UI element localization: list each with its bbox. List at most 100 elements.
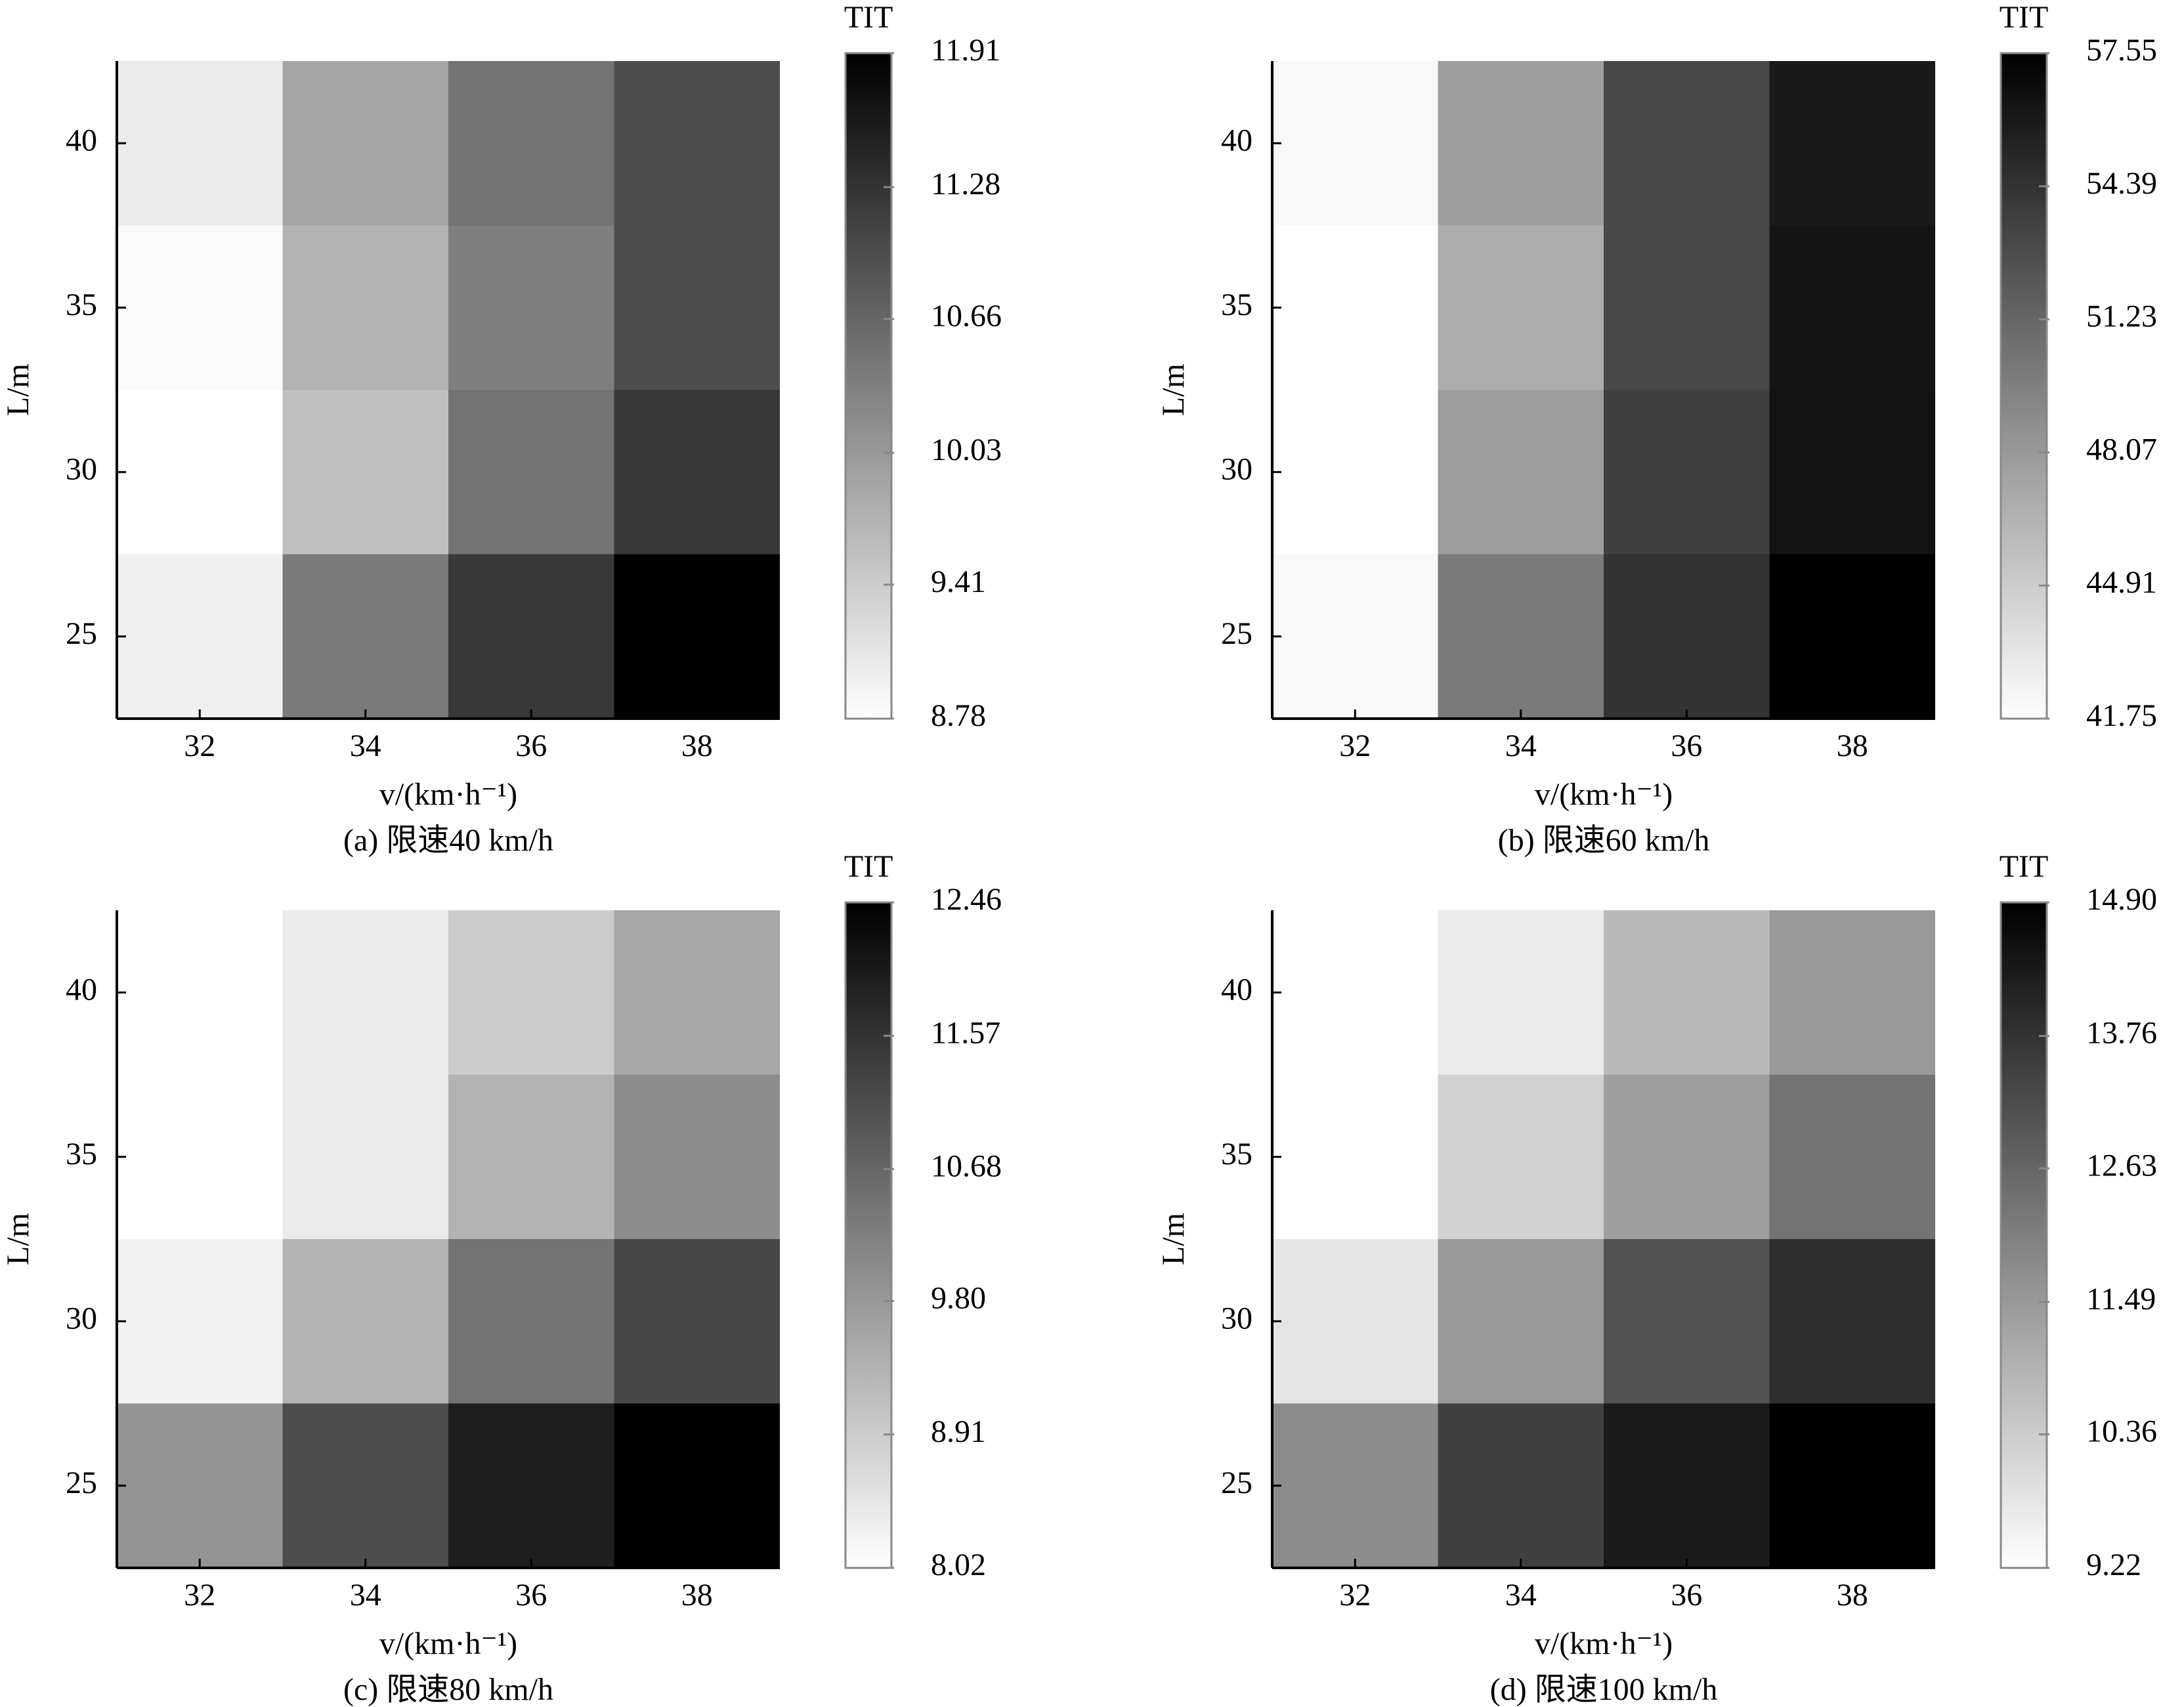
x-tick-label: 32 [184, 1578, 215, 1612]
y-tick-label: 40 [1221, 123, 1253, 158]
heat-cell [1769, 390, 1935, 555]
heat-cell [614, 1239, 780, 1404]
heat-cell [614, 61, 780, 226]
heat-cell [117, 1403, 283, 1568]
x-tick-label: 38 [1837, 1578, 1868, 1612]
x-tick-label: 34 [350, 1578, 381, 1612]
heat-cell [1438, 1239, 1604, 1404]
colorbar-title: TIT [2000, 849, 2049, 884]
colorbar-tick-label: 8.02 [931, 1548, 986, 1582]
heat-cell [117, 225, 283, 390]
heat-cell [282, 554, 448, 719]
heat-cell [282, 910, 448, 1075]
heat-cell [117, 1239, 283, 1404]
x-tick-label: 32 [184, 728, 215, 763]
y-axis-label: L/m [1, 364, 35, 416]
colorbar [2000, 52, 2048, 720]
heat-cell [1604, 1403, 1770, 1568]
heat-cell [117, 554, 283, 719]
y-tick-label: 35 [66, 1137, 97, 1171]
colorbar-tick-label: 10.03 [931, 432, 1002, 467]
x-tick-label: 36 [1671, 728, 1702, 763]
colorbar-tick-label: 10.36 [2086, 1414, 2157, 1449]
y-tick-label: 30 [66, 452, 97, 486]
colorbar-tick-label: 14.90 [2086, 882, 2157, 917]
heat-cell [1769, 1403, 1935, 1568]
heat-cell [448, 1074, 614, 1239]
heat-cell [448, 225, 614, 390]
x-tick-label: 32 [1339, 1578, 1371, 1612]
x-tick-label: 38 [681, 1578, 713, 1612]
colorbar [844, 901, 893, 1569]
heat-cell [1604, 225, 1770, 390]
heat-cell [1438, 61, 1604, 226]
y-axis-label: L/m [1156, 364, 1191, 416]
caption: (b) 限速60 km/h [1498, 823, 1710, 858]
heat-cell [1604, 61, 1770, 226]
heat-cell [1272, 225, 1438, 390]
heat-cell [1272, 910, 1438, 1075]
heat-cell [1438, 225, 1604, 390]
x-tick-label: 38 [681, 728, 713, 763]
x-tick-label: 36 [515, 1578, 547, 1612]
heat-cell [117, 390, 283, 555]
x-tick-label: 38 [1837, 728, 1868, 763]
heat-cell [1438, 910, 1604, 1075]
heat-cell [614, 910, 780, 1075]
colorbar-tick-label: 44.91 [2086, 565, 2157, 600]
x-axis-label: v/(km·h⁻¹) [1535, 777, 1673, 812]
x-axis-label: v/(km·h⁻¹) [1535, 1626, 1673, 1661]
colorbar-tick-label: 11.28 [931, 167, 1000, 201]
y-tick-label: 35 [1221, 287, 1253, 322]
colorbar-title: TIT [844, 849, 893, 884]
x-tick-label: 36 [515, 728, 547, 763]
caption: (a) 限速40 km/h [343, 823, 553, 858]
x-axis-label: v/(km·h⁻¹) [379, 1626, 517, 1661]
colorbar [844, 52, 893, 720]
heat-cell [448, 1239, 614, 1404]
heat-cell [282, 1403, 448, 1568]
colorbar-tick-label: 54.39 [2086, 166, 2157, 201]
heat-cell [1272, 554, 1438, 719]
heat-cell [1604, 1074, 1770, 1239]
caption: (c) 限速80 km/h [343, 1672, 553, 1707]
caption: (d) 限速100 km/h [1490, 1672, 1718, 1707]
y-tick-label: 25 [1221, 616, 1253, 651]
heat-cell [282, 1239, 448, 1404]
heat-cell [1769, 1074, 1935, 1239]
colorbar [2000, 901, 2048, 1569]
colorbar-title: TIT [844, 0, 893, 35]
heat-cell [1769, 910, 1935, 1075]
heat-cell [1438, 390, 1604, 555]
heat-cell [448, 61, 614, 226]
heat-cell [448, 1403, 614, 1568]
y-tick-label: 40 [66, 123, 97, 158]
heat-cell [614, 390, 780, 555]
heat-cell [282, 225, 448, 390]
colorbar-tick-label: 57.55 [2086, 33, 2157, 68]
heat-cell [1272, 390, 1438, 555]
heat-cell [117, 1074, 283, 1239]
colorbar-tick-label: 8.78 [931, 698, 986, 733]
colorbar-tick-label: 12.46 [931, 882, 1002, 917]
colorbar-tick-label: 10.68 [931, 1149, 1002, 1184]
y-tick-label: 40 [1221, 972, 1253, 1007]
colorbar-tick-label: 8.91 [931, 1414, 986, 1449]
colorbar-tick-label: 41.75 [2086, 698, 2157, 733]
heat-cell [282, 1074, 448, 1239]
heat-cell [614, 1074, 780, 1239]
heat-cell [1769, 61, 1935, 226]
colorbar-tick-label: 48.07 [2086, 432, 2157, 467]
heat-cell [117, 61, 283, 226]
heat-cell [614, 225, 780, 390]
colorbar-tick-label: 9.22 [2086, 1548, 2141, 1582]
y-tick-label: 30 [66, 1301, 97, 1336]
heat-cell [1272, 1074, 1438, 1239]
y-axis-label: L/m [1156, 1213, 1191, 1265]
heat-cell [1272, 1239, 1438, 1404]
colorbar-tick-label: 11.49 [2086, 1282, 2156, 1317]
y-tick-label: 25 [66, 1465, 97, 1500]
colorbar-tick-label: 51.23 [2086, 299, 2157, 334]
heat-cell [1769, 225, 1935, 390]
